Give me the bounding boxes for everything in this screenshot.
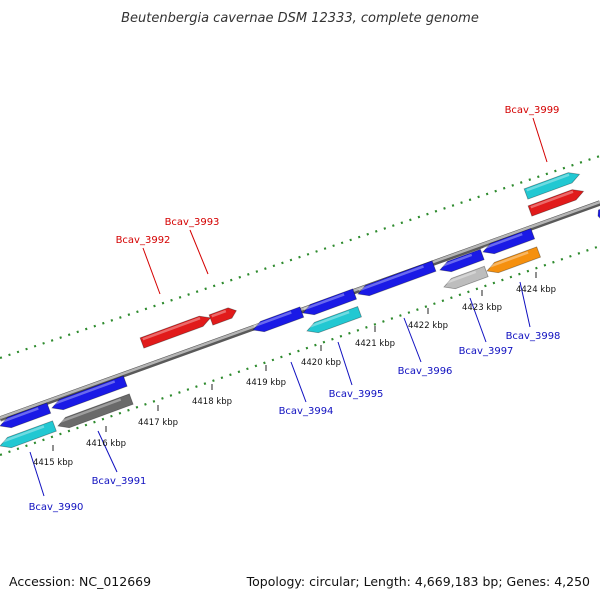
gene-bcav-3991-top <box>51 375 128 411</box>
position-ticks: 4415 kbp 4416 kbp 4417 kbp 4418 kbp 4419 kbp… <box>33 272 556 468</box>
gene-label: Bcav_3994 <box>279 406 334 417</box>
gene-label: Bcav_3990 <box>29 502 84 513</box>
gene-edge-blue <box>597 206 600 221</box>
gene-leader-line <box>189 229 209 275</box>
gene-leader-line <box>97 430 118 473</box>
tick-label: 4421 kbp <box>355 339 395 349</box>
gene-bcav-3990-top <box>0 402 52 429</box>
accession-text: Accession: NC_012669 <box>9 574 151 589</box>
gene-bcav-3998 <box>486 246 542 274</box>
tick-label: 4422 kbp <box>408 321 448 331</box>
gene-bcav-3993 <box>208 307 237 326</box>
genome-title: Beutenbergia cavernae DSM 12333, complet… <box>121 11 479 26</box>
tick-label: 4417 kbp <box>138 418 178 428</box>
gene-label: Bcav_3999 <box>505 105 560 116</box>
tick-label: 4420 kbp <box>301 358 341 368</box>
upper-dotted-line <box>0 154 600 360</box>
gene-bcav-3997-top <box>439 248 485 273</box>
gene-leader-line <box>403 317 422 363</box>
gene-bcav-3990 <box>0 420 57 449</box>
gene-leader-line <box>142 247 161 295</box>
gene-features <box>0 172 600 449</box>
gene-bcav-3991 <box>57 393 134 429</box>
gene-leader-line <box>532 117 548 163</box>
gene-bcav-3999 <box>527 189 585 217</box>
gene-bcav-3995 <box>306 306 362 334</box>
gene-label: Bcav_3992 <box>116 235 171 246</box>
gene-bcav-3998-top <box>482 228 536 255</box>
gene-leader-line <box>519 281 531 328</box>
gene-bcav-3992 <box>139 315 212 349</box>
tick-label: 4424 kbp <box>516 285 556 295</box>
gene-label: Bcav_3995 <box>329 389 384 400</box>
gene-bcav-3996 <box>357 260 437 297</box>
gene-label: Bcav_3996 <box>398 366 453 377</box>
tick-label: 4416 kbp <box>86 439 126 449</box>
gene-label: Bcav_3998 <box>506 331 561 342</box>
gene-label: Bcav_3997 <box>459 346 514 357</box>
gene-leader-line <box>290 361 307 403</box>
gene-bcav-3994 <box>252 306 305 333</box>
tick-label: 4415 kbp <box>33 458 73 468</box>
gene-leader-line <box>29 451 45 497</box>
gene-bcav-3997 <box>443 265 489 290</box>
gc-content-dotted-lines <box>0 154 600 457</box>
tick-label: 4423 kbp <box>462 303 502 313</box>
gene-label: Bcav_3991 <box>92 476 147 487</box>
gene-leader-line <box>469 297 487 343</box>
tick-label: 4419 kbp <box>246 378 286 388</box>
genome-summary-text: Topology: circular; Length: 4,669,183 bp… <box>246 574 590 589</box>
gene-bcav-3995-top <box>302 288 358 316</box>
gene-bcav-3999-cyan <box>523 172 581 200</box>
gene-leader-line <box>337 341 353 386</box>
tick-label: 4418 kbp <box>192 397 232 407</box>
gene-label-group: Bcav_3990 Bcav_3991 Bcav_3992 Bcav_3993 Bcav… <box>29 105 561 513</box>
gene-label: Bcav_3993 <box>165 217 220 228</box>
